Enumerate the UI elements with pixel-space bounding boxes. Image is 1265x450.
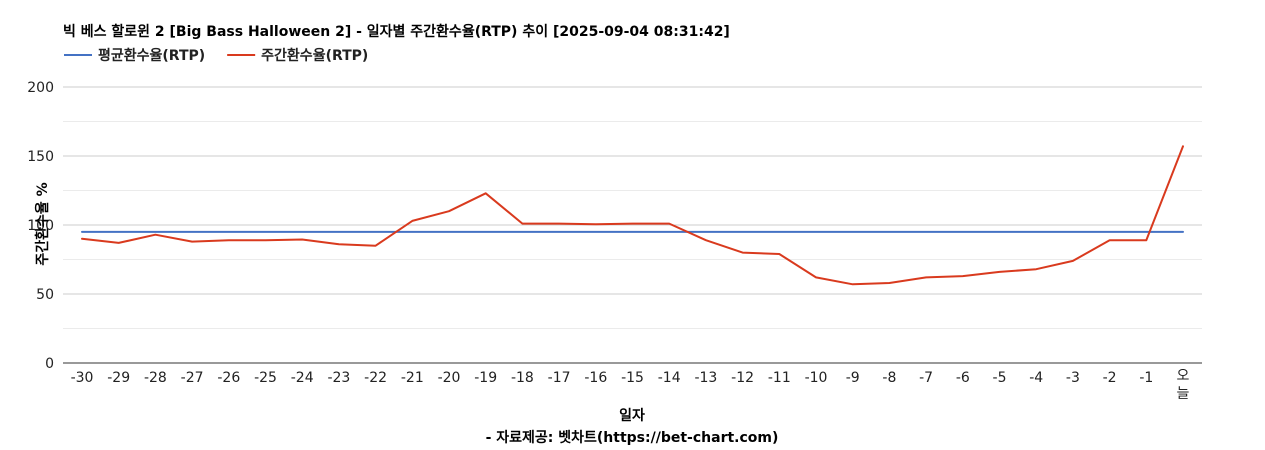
x-tick-label: -7 [919, 370, 933, 386]
x-tick-label: -4 [1029, 370, 1043, 386]
legend-label: 주간환수율(RTP) [261, 47, 368, 64]
y-tick-label: 200 [27, 80, 54, 96]
x-tick-label: -11 [768, 370, 791, 386]
y-axis-ticks: 0 50 100 150 200 [27, 80, 54, 372]
y-tick-label: 100 [27, 218, 54, 234]
gridlines [63, 86, 1202, 329]
series-line-2 [81, 145, 1184, 286]
y-tick-label: 150 [27, 149, 54, 165]
x-tick-label: -8 [882, 370, 896, 386]
x-tick-label: -21 [401, 370, 424, 386]
legend-label: 평균환수율(RTP) [98, 47, 205, 64]
chart-title: 빅 베스 할로윈 2 [Big Bass Halloween 2] - 일자별 … [63, 23, 730, 40]
y-tick-label: 0 [45, 356, 54, 372]
x-axis-title: 일자 [619, 408, 645, 424]
x-tick-label: -30 [71, 370, 94, 386]
x-tick-label: -14 [658, 370, 681, 386]
x-tick-label: -6 [956, 370, 970, 386]
x-tick-label: -26 [217, 370, 240, 386]
x-tick-label: -25 [254, 370, 277, 386]
legend: 평균환수율(RTP) 주간환수율(RTP) [64, 47, 368, 64]
x-tick-label: -17 [548, 370, 571, 386]
y-axis-title: 주간환수율 % [34, 182, 51, 265]
x-tick-label: -29 [107, 370, 130, 386]
source-credit: - 자료제공: 벳차트(https://bet-chart.com) [486, 429, 779, 446]
x-tick-label: -15 [621, 370, 644, 386]
x-tick-label: -3 [1066, 370, 1080, 386]
x-tick-label: -23 [327, 370, 350, 386]
series-lines [81, 145, 1184, 286]
x-tick-label: -12 [731, 370, 754, 386]
x-tick-label: -13 [694, 370, 717, 386]
x-tick-label: -2 [1103, 370, 1117, 386]
x-tick-label: -18 [511, 370, 534, 386]
x-tick-label: -10 [805, 370, 828, 386]
x-tick-label: -27 [181, 370, 204, 386]
x-axis-ticks: -30 -29 -28 -27 -26 -25 -24 -23 -22 -21 -20 -19 -18-… [71, 368, 1190, 402]
x-tick-label: -28 [144, 370, 167, 386]
x-tick-label: -22 [364, 370, 387, 386]
x-tick-label: -20 [438, 370, 461, 386]
x-tick-label: -9 [846, 370, 860, 386]
x-tick-label: -5 [993, 370, 1007, 386]
x-tick-label: -19 [474, 370, 497, 386]
x-tick-label: -24 [291, 370, 314, 386]
y-tick-label: 50 [36, 287, 54, 303]
x-tick-label: -1 [1139, 370, 1153, 386]
x-tick-label: -16 [584, 370, 607, 386]
